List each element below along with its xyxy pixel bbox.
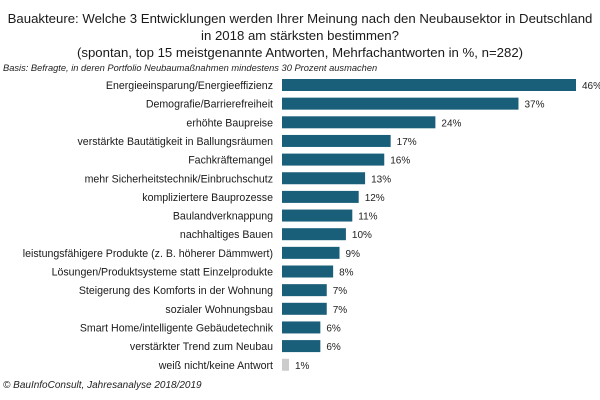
bar: [282, 209, 353, 222]
source-note: © BauInfoConsult, Jahresanalyse 2018/201…: [3, 380, 202, 391]
category-label: Energieeinsparung/Energieeffizienz: [106, 80, 273, 92]
category-label: Steigerung des Komforts in der Wohnung: [79, 285, 273, 297]
bar: [282, 79, 576, 91]
bar: [282, 172, 366, 185]
bar: [282, 340, 321, 353]
value-label: 46%: [582, 81, 600, 92]
category-label: nachhaltiges Bauen: [180, 229, 273, 241]
value-label: 12%: [365, 193, 385, 204]
value-label: 9%: [346, 249, 361, 260]
category-label: verstärkter Trend zum Neubau: [130, 341, 273, 353]
basis-note: Basis: Befragte, in deren Portfolio Neub…: [3, 63, 378, 73]
value-label: 11%: [358, 212, 377, 223]
category-label: Smart Home/intelligente Gebäudetechnik: [80, 322, 274, 334]
bar: [282, 284, 327, 297]
bar: [282, 134, 391, 147]
bar: [282, 97, 519, 110]
value-label: 24%: [441, 118, 461, 129]
chart-title-line-1: Bauakteure: Welche 3 Entwicklungen werde…: [7, 11, 593, 26]
bar: [282, 228, 346, 241]
category-label: kompliziertere Bauprozesse: [142, 192, 273, 204]
value-label: 6%: [326, 342, 341, 353]
bar: [282, 190, 359, 203]
category-label: erhöhte Baupreise: [186, 117, 273, 129]
value-label: 13%: [371, 174, 391, 185]
chart-subtitle: (spontan, top 15 meistgenannte Antworten…: [76, 45, 524, 60]
category-label: verstärkte Bautätigkeit in Ballungsräume…: [78, 136, 274, 148]
category-label: weiß nicht/keine Antwort: [158, 360, 273, 372]
category-label: Lösungen/Produktsysteme statt Einzelprod…: [52, 267, 274, 279]
category-label: mehr Sicherheitstechnik/Einbruchschutz: [85, 173, 273, 185]
bar: [282, 153, 385, 166]
category-label: leistungsfähigere Produkte (z. B. höhere…: [23, 248, 273, 260]
value-label: 7%: [333, 286, 348, 297]
chart-title: Bauakteure: Welche 3 Entwicklungen werde…: [0, 10, 600, 61]
bar: [282, 265, 334, 278]
value-label: 16%: [390, 156, 410, 167]
bar: [282, 246, 340, 259]
value-label: 8%: [339, 268, 354, 279]
value-label: 1%: [295, 361, 310, 372]
bar: [282, 302, 327, 315]
bar: [282, 321, 321, 334]
value-label: 7%: [333, 305, 348, 316]
category-label: Demografie/Barrierefreiheit: [146, 99, 273, 111]
category-label: Baulandverknappung: [173, 211, 273, 223]
category-label: Fachkräftemangel: [188, 155, 273, 167]
value-label: 6%: [326, 323, 341, 334]
bar: [282, 116, 436, 129]
category-label: sozialer Wohnungsbau: [165, 304, 273, 316]
value-label: 10%: [352, 230, 372, 241]
chart-title-line-2: in 2018 am stärksten bestimmen?: [201, 28, 399, 43]
bar: [282, 358, 289, 371]
value-label: 17%: [397, 137, 417, 148]
value-label: 37%: [524, 100, 544, 111]
